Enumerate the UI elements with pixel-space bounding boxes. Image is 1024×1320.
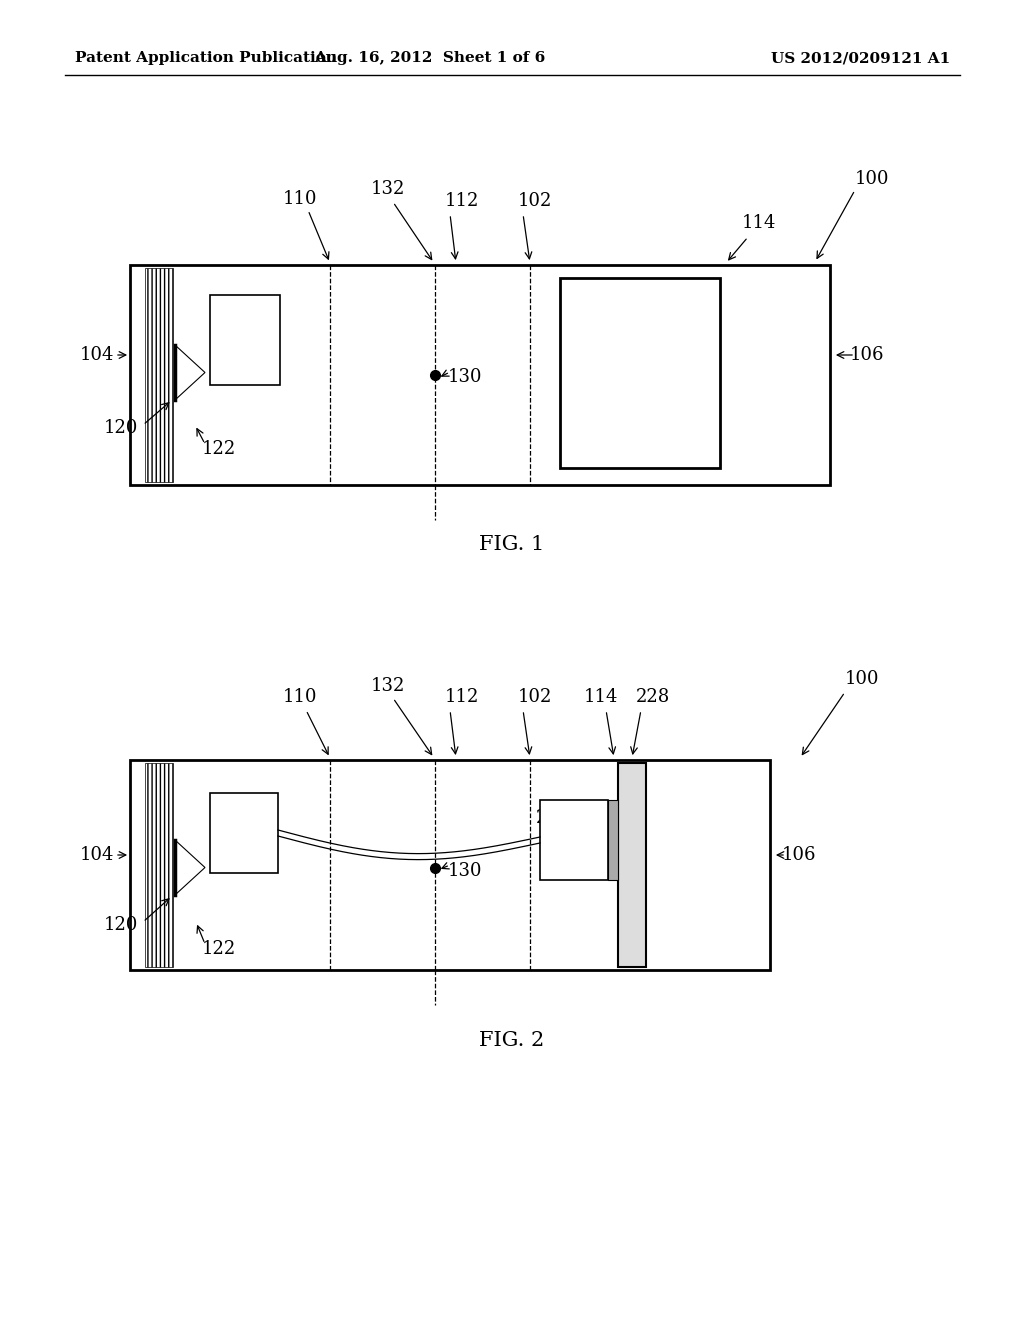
Text: 114: 114 [584, 688, 618, 706]
Text: 106: 106 [782, 846, 816, 865]
Text: 106: 106 [850, 346, 885, 364]
Bar [560, 279, 720, 469]
Text: Patent Application Publication: Patent Application Publication [75, 51, 337, 65]
Text: 124: 124 [229, 327, 261, 345]
Text: 114: 114 [742, 214, 776, 232]
Text: 228: 228 [636, 688, 671, 706]
Text: 132: 132 [371, 677, 406, 696]
Text: 104: 104 [80, 846, 115, 865]
Text: 110: 110 [283, 688, 317, 706]
Text: US 2012/0209121 A1: US 2012/0209121 A1 [771, 51, 950, 65]
Text: 130: 130 [449, 862, 482, 880]
Text: Aug. 16, 2012  Sheet 1 of 6: Aug. 16, 2012 Sheet 1 of 6 [314, 51, 546, 65]
Text: 120: 120 [103, 418, 138, 437]
Text: 120: 120 [103, 916, 138, 935]
Text: 112: 112 [445, 688, 479, 706]
Text: 104: 104 [80, 346, 115, 364]
Text: 126: 126 [623, 359, 657, 378]
Text: 122: 122 [202, 940, 237, 958]
Bar [130, 265, 830, 484]
Text: FIG. 1: FIG. 1 [479, 536, 545, 554]
Text: 100: 100 [845, 671, 880, 688]
Text: 102: 102 [518, 191, 552, 210]
Text: 122: 122 [202, 440, 237, 458]
Bar [145, 763, 173, 968]
Bar [618, 763, 646, 968]
Text: 130: 130 [449, 368, 482, 385]
Bar [210, 294, 280, 385]
Polygon shape [175, 840, 205, 895]
Text: 226: 226 [536, 809, 570, 828]
Text: 100: 100 [855, 170, 890, 187]
Bar [540, 800, 608, 880]
Text: 132: 132 [371, 180, 406, 198]
Bar [130, 760, 770, 970]
Text: FIG. 2: FIG. 2 [479, 1031, 545, 1049]
Bar [210, 793, 278, 873]
Bar [608, 800, 618, 880]
Polygon shape [175, 345, 205, 400]
Bar [145, 268, 173, 482]
Text: 110: 110 [283, 190, 317, 209]
Text: 112: 112 [445, 191, 479, 210]
Text: 124: 124 [558, 829, 590, 846]
Text: 102: 102 [518, 688, 552, 706]
